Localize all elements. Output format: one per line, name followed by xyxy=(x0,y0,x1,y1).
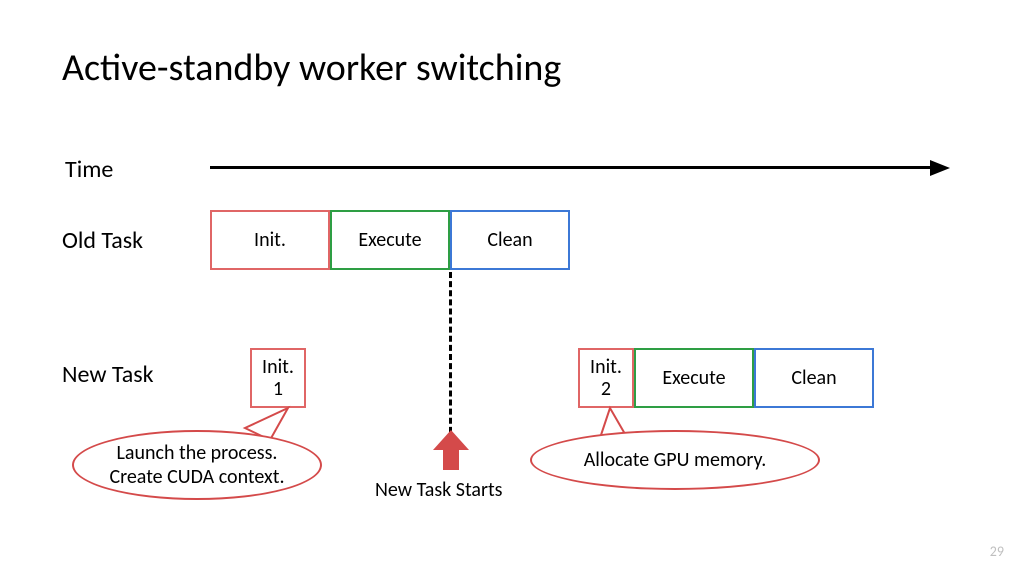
old-clean-text: Clean xyxy=(487,229,532,251)
callout-left: Launch the process. Create CUDA context. xyxy=(72,430,322,500)
slide-title: Active-standby worker switching xyxy=(62,45,561,91)
new-init2-box: Init. 2 xyxy=(578,348,634,408)
callout-left-text: Launch the process. Create CUDA context. xyxy=(109,441,284,489)
old-task-label: Old Task xyxy=(62,226,143,255)
new-task-starts-label: New Task Starts xyxy=(375,478,503,502)
time-arrow-line xyxy=(210,166,930,169)
task-switch-line xyxy=(449,272,452,442)
old-execute-text: Execute xyxy=(358,229,421,251)
callout-right-text: Allocate GPU memory. xyxy=(584,448,767,472)
new-execute-text: Execute xyxy=(662,367,725,389)
new-task-label: New Task xyxy=(62,360,154,389)
old-clean-box: Clean xyxy=(450,210,570,270)
old-execute-box: Execute xyxy=(330,210,450,270)
time-label: Time xyxy=(65,155,113,184)
new-init1-text: Init. 1 xyxy=(262,356,294,400)
old-init-box: Init. xyxy=(210,210,330,270)
new-init1-box: Init. 1 xyxy=(250,348,306,408)
new-execute-box: Execute xyxy=(634,348,754,408)
new-clean-text: Clean xyxy=(791,367,836,389)
new-task-starts-arrow-icon xyxy=(433,430,469,475)
slide-number: 29 xyxy=(990,543,1004,560)
old-init-text: Init. xyxy=(254,229,286,251)
time-arrow-head xyxy=(930,160,950,176)
new-init2-text: Init. 2 xyxy=(590,356,622,400)
new-clean-box: Clean xyxy=(754,348,874,408)
callout-right: Allocate GPU memory. xyxy=(530,430,820,490)
